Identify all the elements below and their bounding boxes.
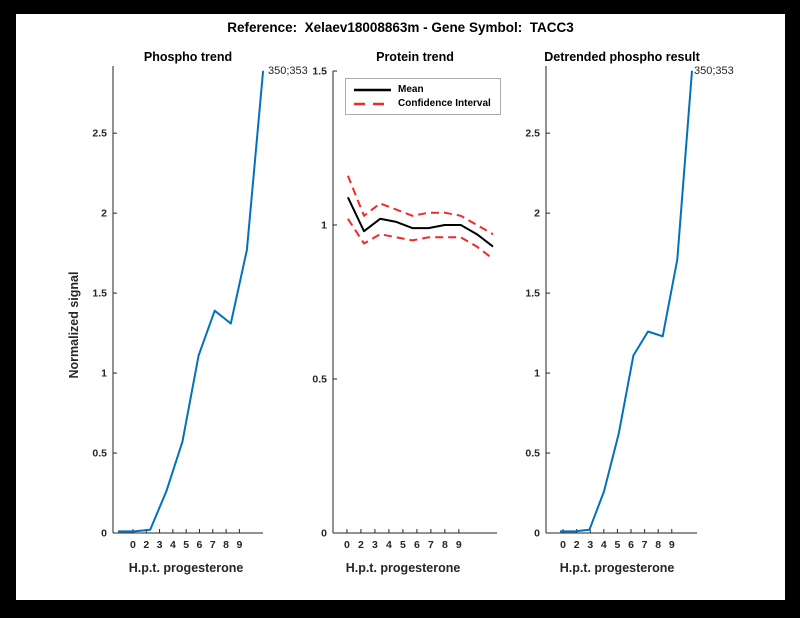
svg-text:1.5: 1.5: [525, 288, 540, 300]
svg-text:7: 7: [642, 539, 648, 551]
svg-text:5: 5: [183, 539, 189, 551]
legend: Mean Confidence Interval: [345, 78, 501, 115]
svg-text:2: 2: [574, 539, 580, 551]
subplot-title-detrended-result: Detrended phospho result: [544, 50, 700, 64]
x-axis-label-protein: H.p.t. progesterone: [345, 561, 461, 575]
series-detrended-phospho-signal: [560, 70, 693, 533]
axes-detrended-phospho-result: 00.511.522.50 2 3 4 5 6 7 8 9: [525, 66, 697, 551]
svg-text:8: 8: [442, 539, 448, 551]
axes-protein-trend: 00.511.50 2 3 4 5 6 7 8 9: [312, 66, 497, 551]
svg-text:9: 9: [456, 539, 462, 551]
svg-text:7: 7: [210, 539, 216, 551]
svg-text:2.5: 2.5: [525, 128, 540, 140]
legend-entry-mean: Mean: [354, 84, 491, 95]
svg-text:3: 3: [372, 539, 378, 551]
legend-label-mean: Mean: [398, 84, 424, 95]
svg-text:3: 3: [587, 539, 593, 551]
svg-text:0.5: 0.5: [92, 448, 107, 460]
svg-text:5: 5: [400, 539, 406, 551]
x-axis-label-phospho: H.p.t. progesterone: [128, 561, 244, 575]
figure-title: Reference: Xelaev18008863m - Gene Symbol…: [227, 20, 574, 35]
subplot-title-phospho-trend: Phospho trend: [143, 50, 233, 64]
svg-text:0: 0: [560, 539, 566, 551]
svg-text:0: 0: [130, 539, 136, 551]
annotation-detrended-sites: 350;353: [694, 65, 734, 77]
svg-text:9: 9: [236, 539, 242, 551]
svg-text:5: 5: [615, 539, 621, 551]
svg-text:1: 1: [321, 220, 327, 232]
svg-text:7: 7: [428, 539, 434, 551]
series-confidence-interval-upper: [346, 175, 494, 236]
svg-text:1.5: 1.5: [312, 66, 327, 78]
svg-text:0: 0: [321, 528, 327, 540]
svg-text:4: 4: [601, 539, 607, 551]
mean-line-sample-icon: [354, 88, 391, 91]
svg-text:2: 2: [358, 539, 364, 551]
svg-text:8: 8: [655, 539, 661, 551]
svg-text:0.5: 0.5: [525, 448, 540, 460]
series-confidence-interval-lower: [347, 218, 494, 260]
svg-text:2.5: 2.5: [92, 128, 107, 140]
axes-phospho-trend: 00.511.522.50 2 3 4 5 6 7 8 9: [92, 66, 265, 551]
legend-label-confidence-interval: Confidence Interval: [398, 98, 491, 109]
svg-text:1: 1: [534, 368, 540, 380]
figure-canvas: Reference: Xelaev18008863m - Gene Symbol…: [16, 14, 785, 600]
svg-text:2: 2: [534, 208, 540, 220]
svg-text:0: 0: [344, 539, 350, 551]
annotation-phospho-sites: 350;353: [268, 65, 308, 77]
confidence-interval-line-sample-icon: [354, 102, 391, 105]
svg-text:4: 4: [170, 539, 176, 551]
svg-text:4: 4: [386, 539, 392, 551]
svg-text:1.5: 1.5: [92, 288, 107, 300]
svg-text:2: 2: [143, 539, 149, 551]
svg-text:6: 6: [414, 539, 420, 551]
svg-text:0: 0: [534, 528, 540, 540]
x-axis-label-detrended: H.p.t. progesterone: [559, 561, 675, 575]
subplot-title-protein-trend: Protein trend: [376, 50, 454, 64]
series-mean: [346, 196, 494, 248]
axes-canvas: 00.511.522.50 2 3 4 5 6 7 8 900.511.50 2 3 4 5 6 7 8 900…: [92, 66, 697, 551]
svg-text:9: 9: [669, 539, 675, 551]
svg-text:3: 3: [157, 539, 163, 551]
series-phospho-signal: [118, 70, 265, 533]
svg-text:6: 6: [197, 539, 203, 551]
svg-text:8: 8: [223, 539, 229, 551]
svg-text:6: 6: [628, 539, 634, 551]
svg-text:0: 0: [101, 528, 107, 540]
svg-text:2: 2: [101, 208, 107, 220]
legend-entry-confidence-interval: Confidence Interval: [354, 98, 491, 109]
y-axis-label: Normalized signal: [67, 271, 81, 379]
svg-text:1: 1: [101, 368, 107, 380]
svg-text:0.5: 0.5: [312, 374, 327, 386]
